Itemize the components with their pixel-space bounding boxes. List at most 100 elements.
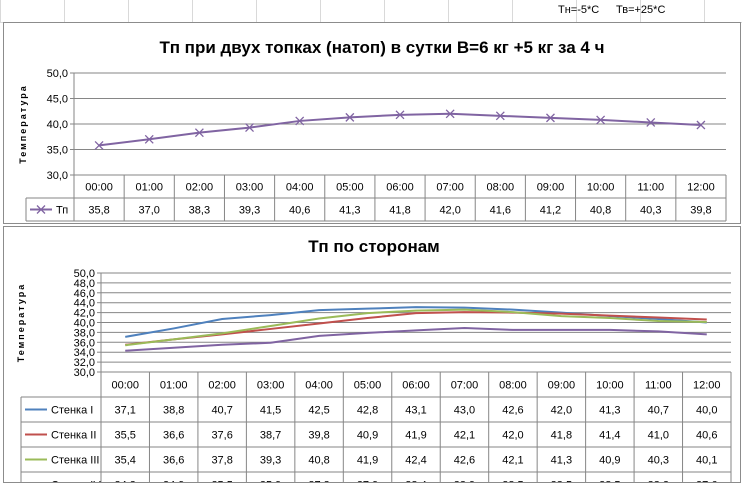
data-table-value: 41,4 (599, 430, 620, 442)
y-tick-label: 46,0 (74, 288, 95, 300)
data-table-value: 38,2 (648, 480, 669, 483)
data-table-value: 39,8 (308, 430, 329, 442)
data-table-value: 42,0 (502, 430, 523, 442)
data-point (445, 109, 455, 119)
chart-2-area[interactable]: Тп по сторонам Температура 50,0 48,0 46,0 44,… (3, 226, 741, 487)
y-tick-label: 35,0 (47, 145, 68, 157)
data-table-value: 40,8 (308, 455, 329, 467)
spreadsheet-header-row (0, 0, 742, 23)
data-table-value: 40,0 (696, 405, 717, 417)
y-tick-label: 42,0 (74, 308, 95, 320)
x-tick-label: 01:00 (160, 380, 188, 392)
data-table-value: 39,3 (260, 455, 281, 467)
data-table-value: 37,8 (211, 455, 232, 467)
data-point (696, 120, 706, 130)
data-table-value: 38,5 (502, 480, 523, 483)
data-point (495, 111, 505, 121)
legend-entry: Тп (56, 205, 68, 217)
y-tick-label: 50,0 (74, 268, 95, 280)
outside-temp-cell[interactable]: Тн=-5*С (558, 4, 600, 16)
chart-title: Тп при двух топках (натоп) в сутки B=6 к… (160, 38, 605, 57)
data-table-value: 42,6 (454, 455, 475, 467)
data-table-value: 42,8 (357, 405, 378, 417)
x-tick-label: 04:00 (305, 380, 333, 392)
chart-2-svg: Тп по сторонам Температура 50,048,046,044,… (16, 237, 732, 487)
data-table-value: 41,9 (405, 430, 426, 442)
data-point (546, 113, 555, 123)
data-point (295, 116, 305, 126)
data-table-value: 40,8 (590, 205, 611, 217)
y-tick-label: 45,0 (47, 94, 68, 106)
data-table-value: 35,4 (115, 455, 136, 467)
data-table-value: 40,7 (211, 405, 232, 417)
y-tick-label: 36,0 (74, 337, 95, 349)
data-table-value: 41,0 (648, 430, 669, 442)
data-table-value: 40,6 (696, 430, 717, 442)
data-table-value: 38,3 (189, 205, 210, 217)
data-table-value: 40,9 (599, 455, 620, 467)
x-tick-label: 02:00 (186, 182, 214, 194)
data-table-value: 40,9 (357, 430, 378, 442)
x-tick-label: 08:00 (499, 380, 527, 392)
data-table-value: 41,5 (260, 405, 281, 417)
data-table-value: 35,5 (115, 430, 136, 442)
y-tick-label: 30,0 (47, 170, 68, 182)
y-tick-label: 30,0 (74, 367, 95, 379)
data-table-value: 34,3 (115, 480, 136, 483)
y-tick-label: 38,0 (74, 327, 95, 339)
data-table-value: 36,6 (163, 455, 184, 467)
legend-entry: Стенка III (51, 455, 99, 467)
y-tick-label: 32,0 (74, 357, 95, 369)
data-point (245, 123, 254, 133)
data-table-value: 37,6 (211, 430, 232, 442)
data-table-value: 42,1 (502, 455, 523, 467)
legend-marker (36, 205, 46, 214)
x-tick-label: 07:00 (436, 182, 464, 194)
data-table-value: 39,3 (239, 205, 260, 217)
chart-1-area[interactable]: Тп при двух топках (натоп) в сутки B=6 к… (3, 22, 741, 224)
data-table-value: 37,9 (357, 480, 378, 483)
data-table-value: 40,3 (648, 455, 669, 467)
legend-entry: Стенка II (51, 430, 96, 442)
x-tick-label: 00:00 (85, 182, 113, 194)
data-point (596, 115, 606, 125)
x-tick-label: 12:00 (693, 380, 721, 392)
x-tick-label: 06:00 (402, 380, 430, 392)
series-line-4 (125, 326, 707, 352)
x-tick-label: 06:00 (386, 182, 414, 194)
x-tick-label: 08:00 (487, 182, 515, 194)
x-tick-label: 12:00 (687, 182, 715, 194)
data-table-value: 40,3 (640, 205, 661, 217)
data-table-value: 40,1 (696, 455, 717, 467)
inside-temp-cell[interactable]: Тв=+25*С (616, 4, 666, 16)
x-tick-label: 05:00 (336, 182, 364, 194)
data-point (345, 112, 355, 122)
data-point (646, 118, 656, 127)
y-axis-label: Температура (18, 84, 28, 164)
x-tick-label: 10:00 (596, 380, 624, 392)
data-table-value: 38,5 (551, 480, 572, 483)
data-table-value: 43,0 (454, 405, 475, 417)
data-point (94, 140, 104, 150)
data-table-value: 38,8 (163, 405, 184, 417)
x-tick-label: 04:00 (286, 182, 314, 194)
data-point (144, 134, 154, 144)
data-table-value: 41,8 (551, 430, 572, 442)
series-line-3 (125, 308, 707, 347)
series-line-1 (98, 112, 701, 147)
chart-1-svg: Тп при двух топках (натоп) в сутки B=6 к… (18, 38, 727, 222)
data-table-value: 38,7 (260, 430, 281, 442)
data-table-value: 41,3 (599, 405, 620, 417)
data-table-value: 37,0 (139, 205, 160, 217)
y-tick-label: 50,0 (47, 68, 68, 80)
data-table-value: 42,6 (502, 405, 523, 417)
data-table-value: 38,4 (405, 480, 426, 483)
data-table-value: 35,5 (211, 480, 232, 483)
legend-entry: Стенка IV (51, 480, 101, 483)
data-table-value: 37,1 (115, 405, 136, 417)
data-table-value: 35,9 (260, 480, 281, 483)
data-table-value: 37,3 (308, 480, 329, 483)
data-table-value: 36,6 (163, 430, 184, 442)
y-tick-label: 48,0 (74, 278, 95, 290)
data-table-value: 38,5 (599, 480, 620, 483)
